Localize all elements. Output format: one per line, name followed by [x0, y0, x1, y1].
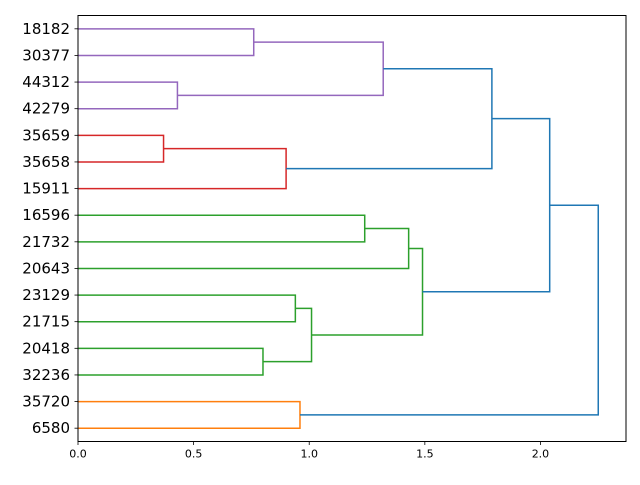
leaf-label-21732: 21732 [22, 233, 70, 251]
leaf-label-35658: 35658 [22, 153, 70, 171]
leaf-label-15911: 15911 [22, 180, 70, 198]
leaf-label-35659: 35659 [22, 126, 70, 144]
dendrogram-link-p3 [177, 41, 384, 97]
x-tick-label: 0.0 [69, 448, 87, 461]
dendrogram-link-b1 [286, 68, 493, 170]
leaf-label-20418: 20418 [22, 339, 70, 357]
leaf-label-18182: 18182 [22, 20, 70, 38]
leaf-label-44312: 44312 [22, 73, 70, 91]
dendrogram-link-g2 [78, 227, 410, 270]
x-tick-label: 1.5 [416, 448, 434, 461]
leaf-labels: 18182 30377 44312 42279 35659 35658 15911 16596… [22, 20, 78, 437]
leaf-label-20643: 20643 [22, 259, 70, 277]
dendrogram-link-r2 [78, 147, 287, 190]
dendrogram-link-b3 [299, 204, 600, 416]
plot-frame [77, 15, 627, 442]
dendrogram-link-b2 [422, 117, 551, 293]
dendrogram-link-g5 [262, 307, 313, 363]
dendrogram-link-p1 [78, 28, 255, 57]
leaf-label-23129: 23129 [22, 286, 70, 304]
leaf-label-30377: 30377 [22, 46, 70, 64]
dendrogram-link-g6 [311, 247, 424, 336]
dendrogram-link-r1 [78, 134, 165, 163]
dendrogram-links [78, 28, 600, 429]
x-tick-label: 2.0 [532, 448, 550, 461]
dendrogram-link-g1 [78, 214, 366, 243]
x-tick-label: 1.0 [300, 448, 318, 461]
dendrogram-link-p2 [78, 81, 179, 110]
leaf-label-35720: 35720 [22, 393, 70, 411]
leaf-label-21715: 21715 [22, 313, 70, 331]
dendrogram-link-o1 [78, 400, 301, 429]
leaf-label-6580: 6580 [32, 419, 70, 437]
x-tick-label: 0.5 [185, 448, 203, 461]
dendrogram-link-g4 [78, 347, 264, 376]
leaf-label-16596: 16596 [22, 206, 70, 224]
leaf-label-32236: 32236 [22, 366, 70, 384]
dendrogram-link-g3 [78, 294, 297, 323]
leaf-label-42279: 42279 [22, 100, 70, 118]
x-axis: 0.0 0.5 1.0 1.5 2.0 [69, 441, 550, 461]
